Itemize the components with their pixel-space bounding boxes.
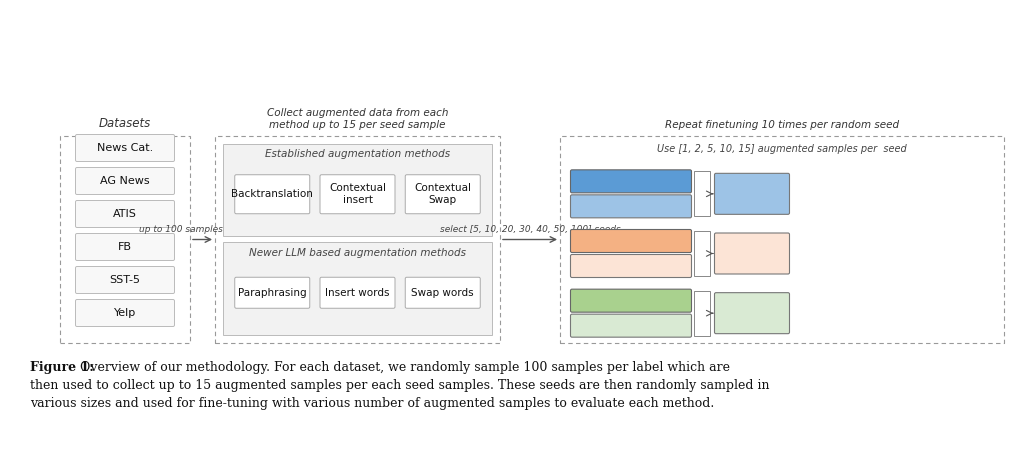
FancyBboxPatch shape [570, 314, 691, 337]
Text: Repeat finetuning 10 times per random seed: Repeat finetuning 10 times per random se… [665, 120, 899, 130]
FancyBboxPatch shape [715, 293, 790, 334]
Text: Newer LLM based augmentation methods: Newer LLM based augmentation methods [249, 248, 466, 258]
Text: Evaluate on
test data: Evaluate on test data [723, 302, 781, 324]
Text: Overview of our methodology. For each dataset, we randomly sample 100 samples pe: Overview of our methodology. For each da… [77, 361, 730, 374]
FancyBboxPatch shape [570, 195, 691, 218]
Bar [694, 231, 710, 276]
FancyBboxPatch shape [715, 173, 790, 214]
FancyBboxPatch shape [570, 230, 691, 253]
FancyBboxPatch shape [406, 277, 480, 308]
FancyBboxPatch shape [76, 234, 174, 260]
Text: ATIS: ATIS [113, 209, 137, 219]
FancyBboxPatch shape [234, 175, 309, 214]
Text: Evaluate on
test data: Evaluate on test data [723, 183, 781, 205]
Text: LoRA Roberta: LoRA Roberta [598, 321, 664, 331]
Text: Swap words: Swap words [412, 288, 474, 298]
FancyBboxPatch shape [234, 277, 309, 308]
Bar [60, 136, 190, 343]
FancyBboxPatch shape [715, 233, 790, 274]
Text: Use [1, 2, 5, 10, 15] augmented samples per  seed: Use [1, 2, 5, 10, 15] augmented samples … [657, 144, 907, 154]
Text: Datasets: Datasets [99, 117, 152, 130]
Text: Evaluate on
test data: Evaluate on test data [723, 242, 781, 264]
Text: LoRA DistilBERT: LoRA DistilBERT [592, 261, 670, 271]
Text: Finetune BERT: Finetune BERT [596, 177, 667, 186]
FancyBboxPatch shape [76, 300, 174, 326]
FancyBboxPatch shape [319, 277, 395, 308]
Text: SST-5: SST-5 [110, 275, 140, 285]
Text: Contextual
insert: Contextual insert [329, 183, 386, 205]
Bar [223, 144, 492, 236]
Text: FB: FB [118, 242, 132, 252]
Text: select [5, 10, 20, 30, 40, 50, 100] seeds: select [5, 10, 20, 30, 40, 50, 100] seed… [439, 225, 621, 235]
Text: LoRA BERT: LoRA BERT [605, 201, 657, 211]
Text: Established augmentation methods: Established augmentation methods [265, 149, 451, 159]
Text: Finetune DistilBERT: Finetune DistilBERT [584, 296, 679, 306]
FancyBboxPatch shape [406, 175, 480, 214]
Text: Collect augmented data from each
method up to 15 per seed sample: Collect augmented data from each method … [266, 108, 449, 130]
Text: Yelp: Yelp [114, 308, 136, 318]
Text: Insert words: Insert words [326, 288, 390, 298]
FancyBboxPatch shape [570, 289, 691, 312]
FancyBboxPatch shape [76, 201, 174, 227]
Text: Paraphrasing: Paraphrasing [238, 288, 306, 298]
Text: Contextual
Swap: Contextual Swap [415, 183, 471, 205]
Bar [560, 136, 1004, 343]
Text: AG News: AG News [100, 176, 150, 186]
Bar [215, 136, 500, 343]
Text: Finetune DistilBERT: Finetune DistilBERT [584, 236, 679, 246]
Bar [223, 242, 492, 335]
Text: up to 100 samples per label: up to 100 samples per label [139, 225, 265, 235]
FancyBboxPatch shape [570, 170, 691, 193]
FancyBboxPatch shape [76, 167, 174, 195]
FancyBboxPatch shape [319, 175, 395, 214]
Text: Backtranslation: Backtranslation [231, 189, 313, 199]
FancyBboxPatch shape [76, 135, 174, 161]
Text: Figure 1:: Figure 1: [30, 361, 94, 374]
Bar [694, 291, 710, 336]
FancyBboxPatch shape [570, 254, 691, 278]
Text: News Cat.: News Cat. [97, 143, 154, 153]
FancyBboxPatch shape [76, 266, 174, 294]
Text: various sizes and used for fine-tuning with various number of augmented samples : various sizes and used for fine-tuning w… [30, 397, 715, 410]
Bar [694, 171, 710, 216]
Text: then used to collect up to 15 augmented samples per each seed samples. These see: then used to collect up to 15 augmented … [30, 379, 769, 392]
